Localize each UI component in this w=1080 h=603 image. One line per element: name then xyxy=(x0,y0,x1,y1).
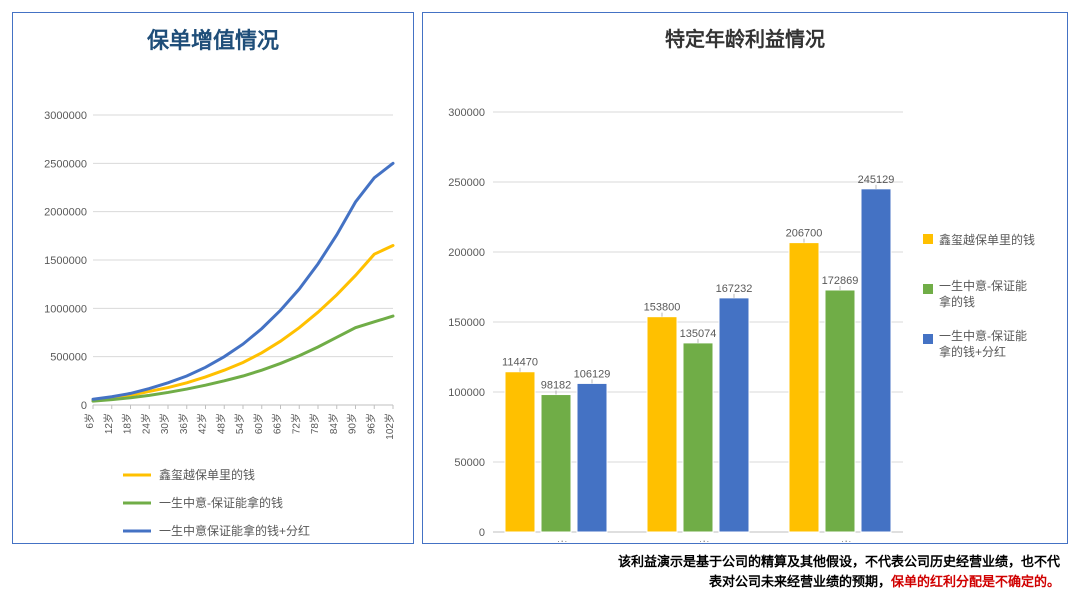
x-tick-label: 72岁 xyxy=(289,413,302,434)
y-tick-label: 3000000 xyxy=(44,110,87,122)
bar-chart-svg: 0 50000 100000 150000 200000 250000 300000 1144… xyxy=(423,52,1063,542)
bar-value-label: 106129 xyxy=(574,368,611,380)
legend-label: 鑫玺越保单里的钱 xyxy=(159,467,255,482)
y-tick-label: 2500000 xyxy=(44,158,87,170)
x-group-label: 25岁 xyxy=(686,539,709,542)
bar xyxy=(825,290,855,532)
y-tick-label: 50000 xyxy=(454,457,485,469)
y-tick-label: 2000000 xyxy=(44,207,87,219)
x-tick-label: 24岁 xyxy=(139,413,152,434)
disclaimer: 该利益演示是基于公司的精算及其他假设，不代表公司历史经营业绩，也不代 表对公司未… xyxy=(12,552,1068,591)
y-tick-label: 150000 xyxy=(448,317,485,329)
x-tick-label: 12岁 xyxy=(102,413,115,434)
y-tick-label: 100000 xyxy=(448,387,485,399)
disclaimer-line1: 该利益演示是基于公司的精算及其他假设，不代表公司历史经营业绩，也不代 xyxy=(618,554,1060,569)
bar-chart-title: 特定年龄利益情况 xyxy=(423,13,1067,52)
legend-label: 一生中意-保证能 xyxy=(939,278,1027,293)
bar xyxy=(719,298,749,532)
x-tick-label: 66岁 xyxy=(271,413,284,434)
x-tick-label: 96岁 xyxy=(364,413,377,434)
x-tick-label: 30岁 xyxy=(158,413,171,434)
bar xyxy=(647,317,677,532)
legend-label: 一生中意保证能拿的钱+分红 xyxy=(159,523,310,538)
disclaimer-line2-red: 保单的红利分配是不确定的。 xyxy=(891,574,1060,589)
bar xyxy=(577,383,607,532)
y-tick-label: 300000 xyxy=(448,107,485,119)
bar xyxy=(505,372,535,532)
legend-swatch xyxy=(923,284,933,294)
y-tick-label: 0 xyxy=(81,400,87,412)
bar-chart-body: 0 50000 100000 150000 200000 250000 300000 1144… xyxy=(423,52,1067,542)
x-tick-label: 60岁 xyxy=(252,413,265,434)
bar-value-label: 167232 xyxy=(716,283,753,295)
y-tick-label: 1000000 xyxy=(44,303,87,315)
bar xyxy=(861,189,891,532)
x-tick-label: 6岁 xyxy=(83,413,96,429)
bar-value-label: 135074 xyxy=(680,328,717,340)
y-tick-label: 0 xyxy=(479,527,485,539)
legend-label: 拿的钱 xyxy=(939,294,975,309)
bar-value-label: 172869 xyxy=(822,275,859,287)
x-tick-label: 18岁 xyxy=(121,413,134,434)
x-tick-label: 36岁 xyxy=(177,413,190,434)
x-tick-label: 54岁 xyxy=(233,413,246,434)
x-tick-label: 102岁 xyxy=(383,413,396,440)
bar-value-label: 245129 xyxy=(858,174,895,186)
x-tick-label: 48岁 xyxy=(214,413,227,434)
legend-label: 拿的钱+分红 xyxy=(939,344,1006,359)
y-tick-label: 500000 xyxy=(50,352,87,364)
x-group-label: 15岁 xyxy=(544,539,567,542)
bar-chart-panel: 特定年龄利益情况 0 50000 100000 150000 200000 250000 3… xyxy=(422,12,1068,544)
line-chart-panel: 保单增值情况 0 500000 1000000 1500000 2000000 25000… xyxy=(12,12,414,544)
x-tick-label: 42岁 xyxy=(196,413,209,434)
x-tick-label: 78岁 xyxy=(308,413,321,434)
legend-swatch xyxy=(923,234,933,244)
charts-row: 保单增值情况 050000010000001500000200000025000… xyxy=(12,12,1068,544)
line-series xyxy=(93,316,393,401)
line-chart-svg: 0 500000 1000000 1500000 2000000 2500000 30000… xyxy=(13,55,413,545)
y-tick-label: 250000 xyxy=(448,177,485,189)
bar-value-label: 206700 xyxy=(786,228,823,240)
disclaimer-line2-black: 表对公司未来经营业绩的预期， xyxy=(709,574,891,589)
legend-label: 鑫玺越保单里的钱 xyxy=(939,232,1035,247)
legend-label: 一生中意-保证能 xyxy=(939,328,1027,343)
x-group-label: 35岁 xyxy=(828,539,851,542)
x-tick-label: 90岁 xyxy=(346,413,359,434)
y-tick-label: 200000 xyxy=(448,247,485,259)
x-tick-label: 84岁 xyxy=(327,413,340,434)
y-tick-label: 1500000 xyxy=(44,255,87,267)
line-chart-title: 保单增值情况 xyxy=(13,13,413,55)
legend-label: 一生中意-保证能拿的钱 xyxy=(159,495,283,510)
line-chart-body: 0 500000 1000000 1500000 2000000 2500000 30000… xyxy=(13,55,413,545)
bar-value-label: 114470 xyxy=(502,357,538,369)
bar xyxy=(541,395,571,532)
bar xyxy=(683,343,713,532)
bar xyxy=(789,243,819,532)
bar-value-label: 98182 xyxy=(541,380,572,392)
bar-value-label: 153800 xyxy=(644,302,681,314)
legend-swatch xyxy=(923,334,933,344)
